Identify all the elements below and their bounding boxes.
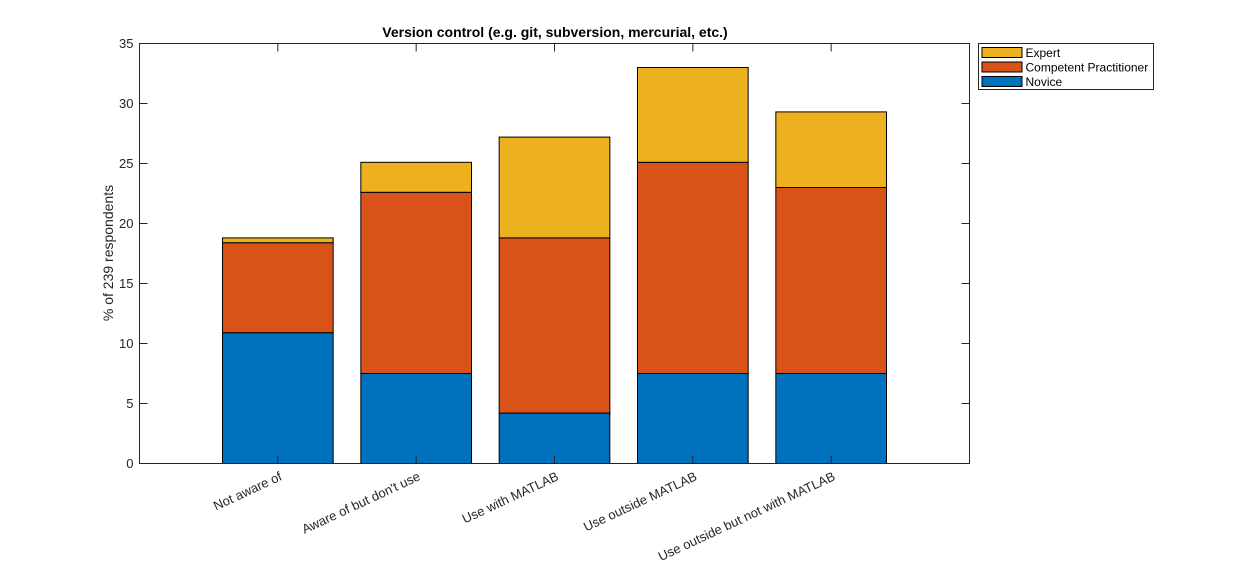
y-tick-label: 20 [119, 216, 133, 231]
bar-expert-4 [775, 111, 888, 188]
bar-expert-0 [222, 237, 334, 244]
bar-competent-practitioner-2 [498, 237, 611, 414]
bar-competent-practitioner-4 [775, 187, 888, 374]
bar-novice-1 [360, 373, 472, 464]
bar-expert-2 [498, 136, 611, 239]
x-tick-label: Aware of but don't use [299, 469, 422, 537]
y-tick-label: 0 [126, 456, 133, 471]
y-tick-label: 10 [119, 336, 133, 351]
bar-competent-practitioner-0 [222, 242, 334, 334]
bar-expert-1 [360, 161, 472, 193]
bar-novice-0 [222, 332, 334, 465]
chart-title: Version control (e.g. git, subversion, m… [382, 24, 727, 40]
x-tick-label: Use with MATLAB [460, 469, 561, 527]
legend-label: Competent Practitioner [1026, 61, 1149, 75]
y-tick-label: 35 [119, 36, 133, 51]
legend-swatch-competent-practitioner [981, 61, 1023, 73]
legend-swatch-novice [981, 76, 1023, 87]
bars-layer [222, 67, 888, 465]
x-tick-label: Not aware of [211, 468, 284, 513]
legend-swatch-expert [981, 47, 1023, 58]
bar-competent-practitioner-3 [637, 161, 749, 374]
legend-label: Novice [1026, 75, 1063, 89]
y-tick-label: 5 [126, 396, 133, 411]
bar-expert-3 [637, 67, 749, 163]
bar-novice-4 [775, 373, 888, 464]
y-tick-label: 25 [119, 156, 133, 171]
y-tick-label: 15 [119, 276, 133, 291]
y-axis-label: % of 239 respondents [100, 185, 116, 321]
x-tick-label: Use outside MATLAB [581, 469, 699, 535]
axes-box [139, 43, 970, 464]
bar-novice-3 [637, 373, 749, 464]
y-tick-label: 30 [119, 96, 133, 111]
legend-label: Expert [1026, 46, 1061, 60]
bar-competent-practitioner-1 [360, 191, 472, 374]
